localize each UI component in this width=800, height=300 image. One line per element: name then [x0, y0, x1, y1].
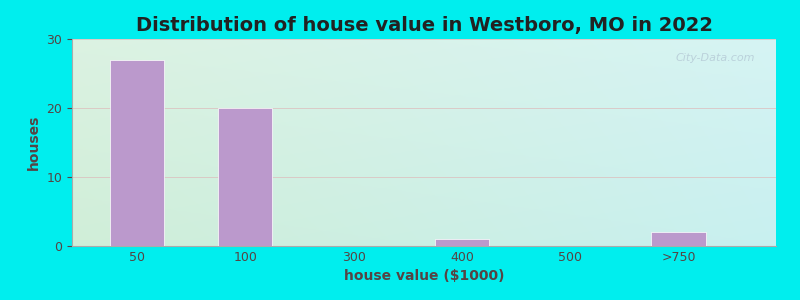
Title: Distribution of house value in Westboro, MO in 2022: Distribution of house value in Westboro,…: [135, 16, 713, 35]
X-axis label: house value ($1000): house value ($1000): [344, 269, 504, 284]
Bar: [218, 108, 272, 246]
Bar: [110, 60, 164, 246]
Bar: [435, 239, 489, 246]
Bar: [651, 232, 706, 246]
Y-axis label: houses: houses: [27, 115, 41, 170]
Text: City-Data.com: City-Data.com: [675, 53, 755, 64]
